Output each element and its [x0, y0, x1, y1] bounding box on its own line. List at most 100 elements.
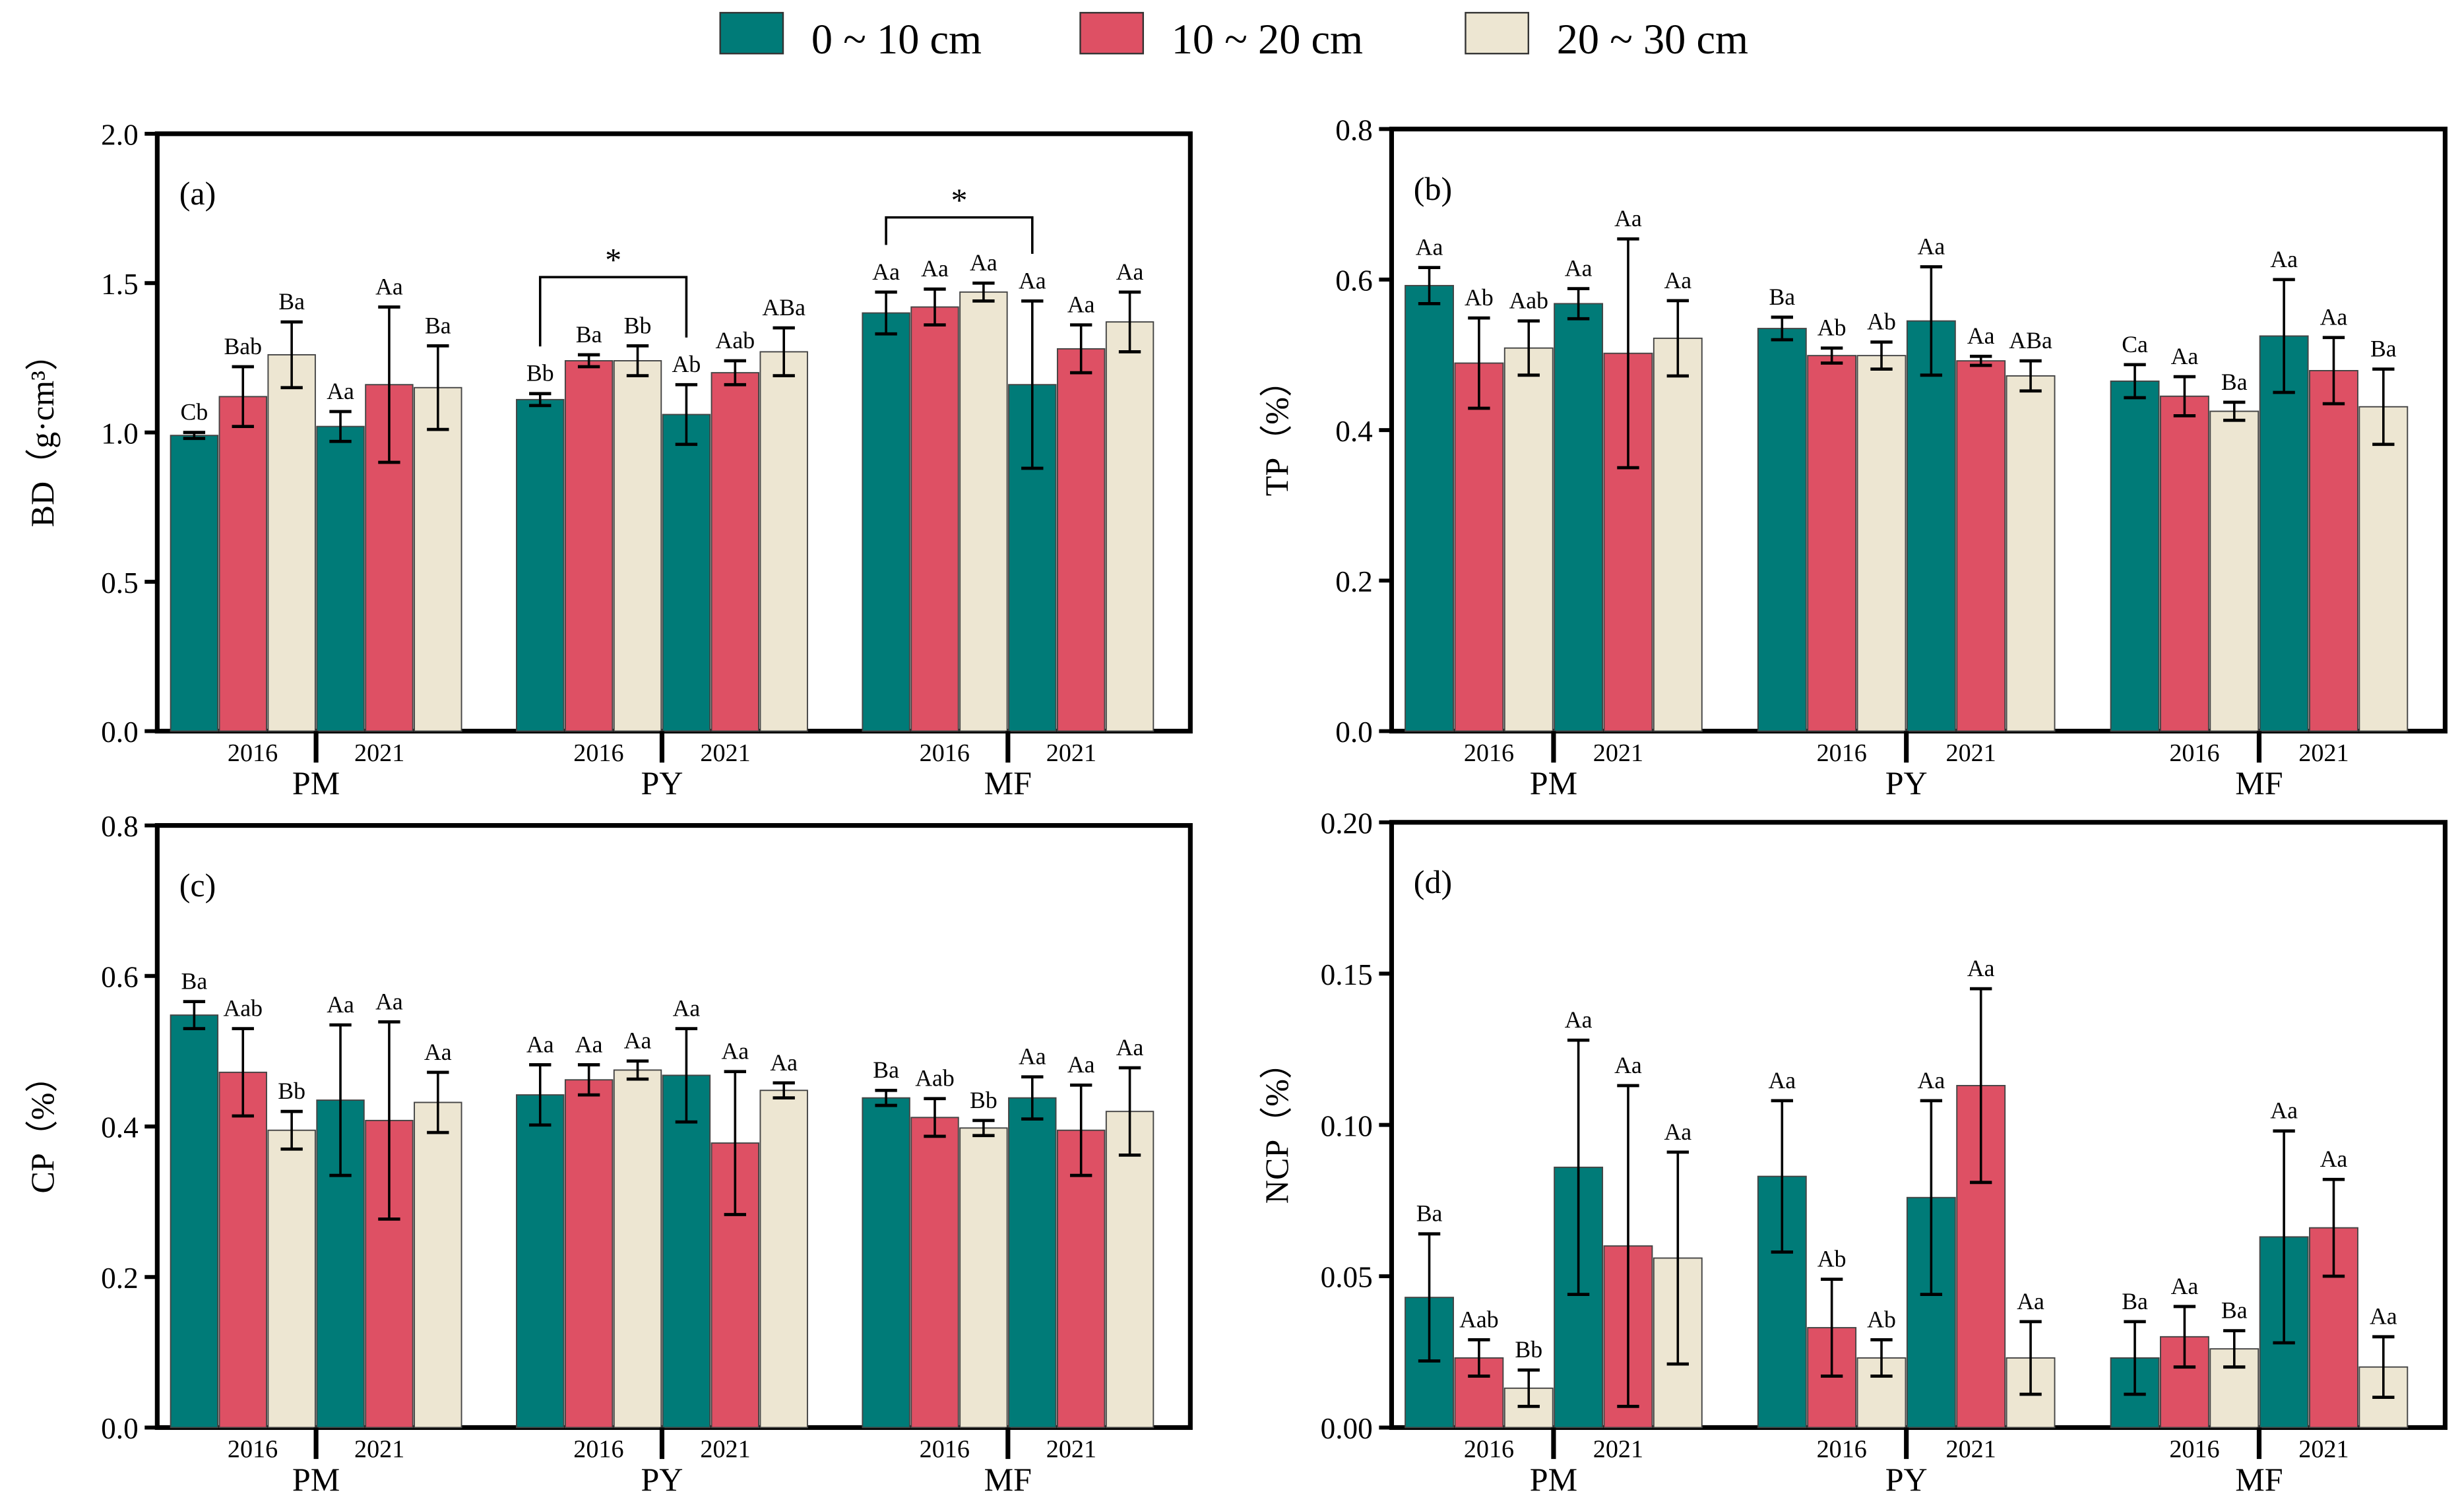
legend-swatch — [719, 12, 784, 55]
year-label: 2021 — [700, 739, 750, 767]
bar-PM-2021-depth3 — [414, 1101, 462, 1429]
significance-letter: Aa — [770, 1049, 798, 1076]
year-label: 2016 — [1464, 1436, 1514, 1464]
bar-PM-2016-depth2 — [1454, 362, 1504, 732]
significance-letter: Aa — [424, 1039, 452, 1065]
y-tick-label: 0.2 — [1335, 565, 1373, 598]
bar-MF-2021-depth3 — [1105, 321, 1154, 732]
y-tick-label: 0.4 — [101, 1111, 139, 1144]
y-tick-label: 1.0 — [101, 417, 139, 450]
significance-letter: Ba — [425, 312, 451, 338]
bar-PM-2021-depth3 — [414, 386, 462, 732]
year-label: 2016 — [1464, 739, 1514, 767]
legend: 0 ~ 10 cm 10 ~ 20 cm 20 ~ 30 cm — [719, 12, 1748, 63]
significance-letter: Bb — [1515, 1336, 1542, 1363]
significance-letter: Aab — [1509, 288, 1548, 314]
significance-letter: Aa — [1565, 255, 1593, 282]
significance-letter: Ab — [1817, 1246, 1847, 1272]
y-tick-label: 1.5 — [101, 268, 139, 301]
significance-letter: Bab — [224, 333, 262, 359]
significance-letter: Aa — [1967, 955, 1995, 981]
significance-bracket — [538, 276, 688, 347]
y-tick-label: 0.0 — [101, 1412, 139, 1445]
significance-letter: Aa — [575, 1031, 603, 1057]
y-axis-label: CP（%） — [24, 1060, 61, 1194]
year-label: 2021 — [2298, 1436, 2349, 1464]
year-label: 2016 — [573, 739, 623, 767]
y-tick-label: 2.0 — [101, 118, 139, 151]
panel-c: 0.0 0.2 0.4 0.6 0.8 CP（%） (c) Ba Aab Bb 2016 Aa Aa Aa… — [24, 810, 1193, 1498]
bar-PM-2021-depth1 — [1554, 303, 1604, 732]
year-label: 2021 — [1593, 739, 1643, 767]
bar-MF-2016-depth3 — [2209, 410, 2259, 732]
significance-letter: Aa — [2171, 1273, 2199, 1299]
bar-PM-2016-depth1 — [170, 435, 219, 732]
significance-letter: Bb — [624, 312, 652, 338]
bar-PY-2021-depth1 — [662, 1074, 711, 1429]
legend-swatch — [1079, 12, 1145, 55]
panel-label: (a) — [179, 175, 216, 212]
bar-PY-2021-depth1 — [1906, 320, 1956, 732]
panel-a: 0.0 0.5 1.0 1.5 2.0 BD（g·cm³） (a) Cb Bab Ba 2016 Aa… — [24, 118, 1193, 801]
significance-letter: Aab — [223, 995, 263, 1022]
year-label: 2016 — [228, 739, 278, 767]
year-label: 2016 — [1817, 1436, 1867, 1464]
y-axis-label: TP（%） — [1258, 364, 1295, 496]
bar-MF-2016-depth2 — [910, 1117, 959, 1429]
significance-star: * — [951, 181, 967, 218]
bar-PY-2021-depth1 — [662, 414, 711, 732]
site-label: MF — [2235, 764, 2283, 801]
bar-PY-2016-depth2 — [564, 1079, 614, 1429]
significance-letter: Aa — [1614, 205, 1642, 231]
significance-letter: Ab — [1867, 1306, 1896, 1332]
significance-letter: Ab — [1817, 315, 1847, 341]
y-tick-label: 0.10 — [1321, 1109, 1373, 1142]
y-tick-label: 0.4 — [1335, 415, 1373, 448]
site-label: PY — [1885, 1461, 1928, 1498]
y-tick-label: 0.15 — [1321, 958, 1373, 991]
legend-swatch — [1465, 12, 1529, 55]
year-label: 2021 — [1946, 739, 1996, 767]
significance-letter: Aa — [1116, 259, 1144, 285]
significance-letter: Aa — [2017, 1288, 2044, 1314]
legend-label: 20 ~ 30 cm — [1557, 16, 1748, 63]
significance-letter: Aa — [624, 1028, 652, 1054]
y-tick-label: 0.20 — [1321, 807, 1373, 840]
panel-d: 0.00 0.05 0.10 0.15 0.20 NCP（%） (d) Ba Aab Bb 2016… — [1258, 807, 2448, 1498]
site-label: MF — [2235, 1461, 2283, 1498]
significance-letter: Aa — [526, 1031, 554, 1057]
bar-PM-2021-depth3 — [1653, 337, 1703, 732]
significance-letter: Aa — [375, 988, 403, 1014]
bar-PM-2016-depth2 — [218, 396, 267, 732]
significance-letter: Aa — [1067, 292, 1095, 318]
significance-letter: Aa — [327, 378, 354, 404]
bar-PM-2016-depth3 — [267, 1129, 316, 1429]
significance-letter: Aa — [1416, 234, 1443, 261]
y-tick-label: 0.05 — [1321, 1261, 1373, 1294]
significance-letter: Ba — [2221, 1297, 2248, 1324]
significance-letter: Cb — [180, 399, 208, 425]
bar-PY-2016-depth3 — [613, 360, 662, 732]
y-axis-label: BD（g·cm³） — [24, 338, 61, 527]
year-label: 2021 — [2298, 739, 2349, 767]
bar-PY-2021-depth3 — [759, 351, 808, 732]
site-label: PM — [292, 764, 340, 801]
year-label: 2021 — [354, 1436, 404, 1464]
significance-letter: Aa — [1067, 1051, 1095, 1078]
significance-star: * — [605, 241, 621, 278]
bar-MF-2016-depth1 — [862, 312, 910, 732]
site-label: PM — [1530, 764, 1577, 801]
site-label: PM — [292, 1461, 340, 1498]
bar-MF-2021-depth2 — [2309, 370, 2358, 732]
significance-letter: Ab — [1465, 284, 1494, 311]
year-label: 2021 — [1946, 1436, 1996, 1464]
legend-label: 0 ~ 10 cm — [811, 16, 982, 63]
significance-letter: Aa — [1019, 267, 1046, 293]
significance-letter: Aa — [970, 249, 997, 276]
bar-MF-2016-depth2 — [2159, 395, 2209, 732]
panel-label: (d) — [1414, 863, 1452, 900]
bar-PY-2016-depth1 — [516, 398, 565, 732]
y-tick-label: 0.6 — [101, 960, 139, 993]
bar-MF-2016-depth3 — [959, 291, 1008, 732]
bar-PY-2016-depth2 — [564, 360, 614, 732]
